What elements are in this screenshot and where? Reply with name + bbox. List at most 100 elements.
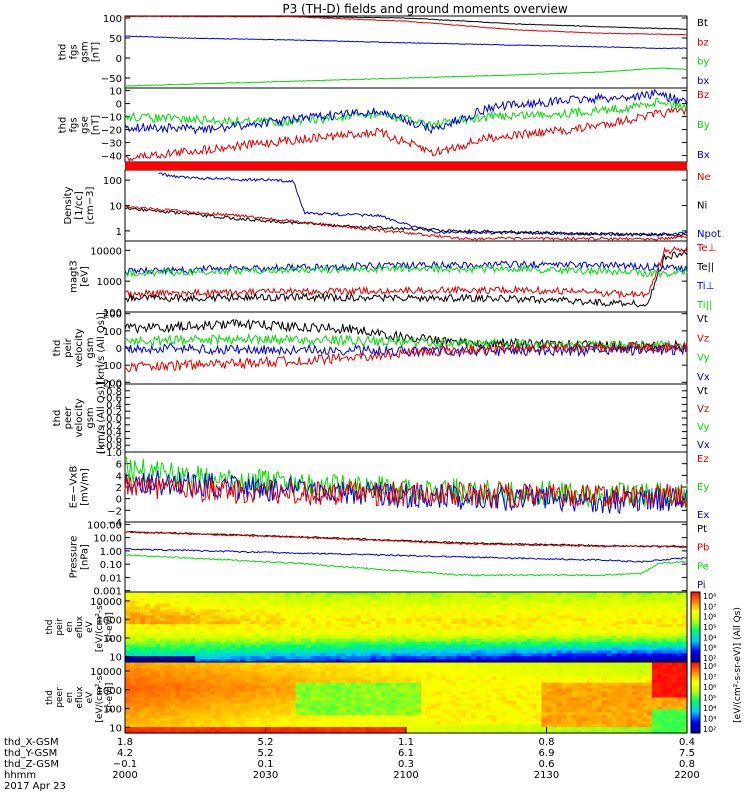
spectrogram-cell xyxy=(411,644,417,649)
spectrogram-cell xyxy=(461,629,467,634)
spectrogram-cell xyxy=(270,670,277,675)
spectrogram-cell xyxy=(270,700,277,705)
spectrogram-cell xyxy=(441,727,447,731)
spectrogram-cell xyxy=(330,667,337,672)
spectrogram-cell xyxy=(155,629,161,634)
spectrogram-cell xyxy=(180,724,186,728)
spectrogram-cell xyxy=(205,644,211,649)
spectrogram-cell xyxy=(165,638,171,643)
spectrogram-cell xyxy=(451,621,457,625)
spectrogram-cell xyxy=(501,703,507,707)
spectrogram-cell xyxy=(315,682,322,687)
spectrogram-cell xyxy=(185,721,191,725)
spectrogram-cell xyxy=(511,715,517,719)
spectrogram-cell xyxy=(571,615,578,619)
spectrogram-cell xyxy=(641,659,648,663)
spectrogram-cell xyxy=(546,606,553,611)
spectrogram-cell xyxy=(285,600,292,605)
spectrogram-cell xyxy=(406,700,412,705)
spectrogram-cell xyxy=(526,629,533,634)
ylabel-line: magt3 xyxy=(69,260,80,293)
spectrogram-cell xyxy=(481,644,487,649)
spectrogram-cell xyxy=(370,644,377,649)
spectrogram-cell xyxy=(380,712,387,716)
spectrogram-cell xyxy=(375,712,382,716)
spectrogram-cell xyxy=(541,638,548,643)
spectrogram-cell xyxy=(290,697,297,702)
spectrogram-cell xyxy=(516,615,523,619)
spectrogram-cell xyxy=(441,629,447,634)
spectrogram-cell xyxy=(546,650,553,654)
spectrogram-cell xyxy=(436,650,442,654)
spectrogram-cell xyxy=(350,706,357,710)
spectrogram-cell xyxy=(641,627,648,631)
spectrogram-cell xyxy=(586,641,593,646)
spectrogram-cell xyxy=(280,635,287,640)
spectrogram-cell xyxy=(436,594,442,599)
spectrogram-cell xyxy=(466,685,472,690)
spectrogram-cell xyxy=(335,603,342,608)
ylabel-line: velocity xyxy=(74,398,85,437)
spectrogram-cell xyxy=(611,612,618,616)
spectrogram-cell xyxy=(125,647,131,651)
spectrogram-cell xyxy=(496,718,502,722)
spectrogram-cell xyxy=(240,659,247,663)
spectrogram-cell xyxy=(506,724,512,728)
spectrogram-cell xyxy=(145,694,151,699)
spectrogram-cell xyxy=(531,694,538,699)
spectrogram-cell xyxy=(285,691,292,696)
spectrogram-cell xyxy=(375,656,382,660)
spectrogram-cell xyxy=(185,659,191,663)
spectrogram-cell xyxy=(506,664,512,669)
spectrogram-cell xyxy=(305,662,312,666)
spectrogram-cell xyxy=(400,632,407,637)
spectrogram-cell xyxy=(501,606,507,611)
spectrogram-cell xyxy=(250,727,257,731)
spectrogram-cell xyxy=(486,712,492,716)
spectrogram-cell xyxy=(215,627,221,631)
spectrogram-cell xyxy=(666,629,673,634)
spectrogram-cell xyxy=(375,612,382,616)
spectrogram-cell xyxy=(145,641,151,646)
spectrogram-cell xyxy=(355,662,362,666)
spectrogram-cell xyxy=(431,730,437,734)
spectrogram-cell xyxy=(125,600,131,605)
spectrogram-cell xyxy=(476,697,482,702)
spectrogram-cell xyxy=(270,697,277,702)
spectrogram-cell xyxy=(400,715,407,719)
spectrogram-cell xyxy=(636,635,643,640)
spectrogram-cell xyxy=(205,694,211,699)
spectrogram-cell xyxy=(155,615,161,619)
spectrogram-cell xyxy=(411,718,417,722)
spectrogram-cell xyxy=(230,615,236,619)
spectrogram-cell xyxy=(441,718,447,722)
ytick-label: 6 xyxy=(116,460,122,471)
spectrogram-cell xyxy=(300,691,307,696)
spectrogram-cell xyxy=(606,659,613,663)
spectrogram-cell xyxy=(451,647,457,651)
spectrogram-cell xyxy=(250,609,257,614)
spectrogram-cell xyxy=(325,624,332,628)
spectrogram-cell xyxy=(155,670,161,675)
spectrogram-cell xyxy=(621,635,628,640)
spectrogram-cell xyxy=(526,718,533,722)
spectrogram-cell xyxy=(536,597,543,602)
spectrogram-cell xyxy=(436,659,442,663)
spectrogram-cell xyxy=(601,615,608,619)
spectrogram-cell xyxy=(536,618,543,622)
spectrogram-cell xyxy=(190,662,196,666)
spectrogram-cell xyxy=(656,612,663,616)
spectrogram-cell xyxy=(345,676,352,681)
spectrogram-cell xyxy=(385,650,392,654)
spectrogram-cell xyxy=(270,638,277,643)
spectrogram-cell xyxy=(160,691,166,696)
ytick-label: 1000 xyxy=(97,277,122,288)
spectrogram-cell xyxy=(295,638,302,643)
spectrogram-cell xyxy=(225,594,231,599)
spectrogram-cell xyxy=(601,621,608,625)
spectrogram-cell xyxy=(280,706,287,710)
spectrogram-cell xyxy=(230,667,236,672)
spectrogram-cell xyxy=(581,600,588,605)
spectrogram-cell xyxy=(441,703,447,707)
